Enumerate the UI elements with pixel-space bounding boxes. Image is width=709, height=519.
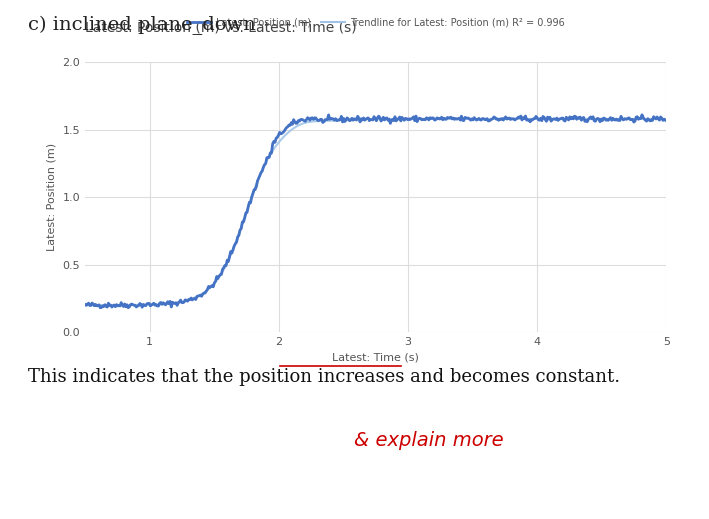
Text: This indicates that the position increases and becomes constant.: This indicates that the position increas… bbox=[28, 368, 620, 387]
Text: c) inclined plane_down: c) inclined plane_down bbox=[28, 16, 256, 35]
Text: & explain more: & explain more bbox=[354, 431, 504, 450]
Legend: Latest: Position (m), Trendline for Latest: Position (m) R² = 0.996: Latest: Position (m), Trendline for Late… bbox=[183, 13, 569, 31]
Y-axis label: Latest: Position (m): Latest: Position (m) bbox=[47, 143, 57, 251]
X-axis label: Latest: Time (s): Latest: Time (s) bbox=[333, 352, 419, 363]
Text: Latest: Position (m) vs. Latest: Time (s): Latest: Position (m) vs. Latest: Time (s… bbox=[85, 21, 357, 35]
